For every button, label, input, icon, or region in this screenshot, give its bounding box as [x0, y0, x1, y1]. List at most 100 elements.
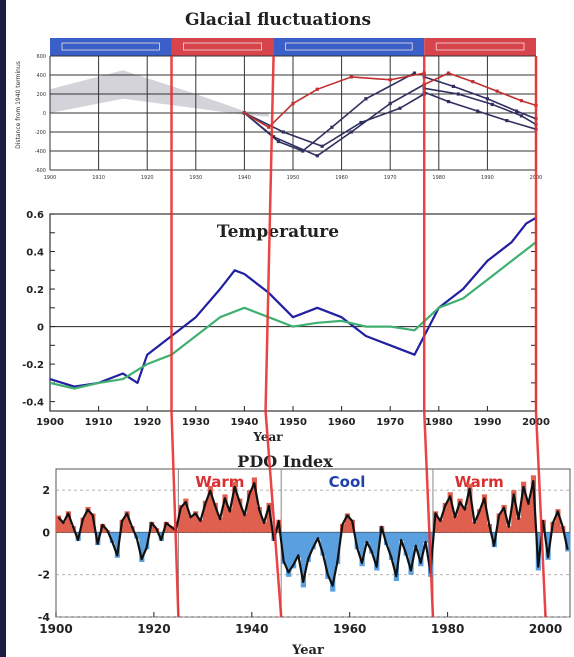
glacial-xtick-label-5: 1950 — [287, 175, 300, 181]
glacial-point-6-2 — [490, 102, 494, 107]
glacial-fluctuations-panel: Glacial fluctuations Distance from 1940 … — [15, 10, 542, 181]
pdo-bar-1940 — [251, 477, 258, 533]
glacial-ytick-label-0: 600 — [36, 54, 46, 60]
temperature-xtick-label-3: 1930 — [182, 417, 210, 428]
temperature-xtick-label-4: 1940 — [230, 417, 258, 428]
pdo-bar-1912 — [114, 532, 120, 558]
temperature-ytick-label-10: -0.4 — [22, 398, 44, 409]
glacial-xtick-label-1: 1910 — [92, 175, 105, 181]
pdo-regime-label-0: Warm — [195, 473, 244, 491]
pdo-bar-1974 — [418, 532, 424, 567]
glacial-ytick-label-3: 0 — [43, 111, 46, 117]
pdo-bar-1927 — [188, 515, 194, 533]
glacial-ytick-label-2: 200 — [36, 92, 46, 98]
glacial-xtick-label-6: 1960 — [335, 175, 348, 181]
pdo-regime-label-2: Warm — [455, 473, 504, 491]
temperature-ytick-label-6: 0 — [37, 323, 44, 334]
glacial-ytick-label-4: -200 — [35, 130, 46, 136]
pdo-bar-1901 — [60, 521, 67, 533]
pdo-bar-1990 — [496, 513, 502, 533]
pdo-bar-1954 — [320, 532, 326, 556]
pdo-bar-1969 — [393, 532, 399, 582]
pdo-bar-1918 — [144, 532, 150, 550]
glacial-point-3-2 — [291, 101, 295, 106]
glacial-point-2-4 — [398, 106, 402, 110]
glacial-point-2-2 — [320, 144, 324, 148]
pdo-bar-1955 — [325, 532, 331, 579]
pdo-bar-1996 — [525, 500, 532, 533]
temperature-ytick-label-8: -0.2 — [22, 360, 44, 371]
pdo-bar-1934 — [222, 494, 228, 533]
pdo-bar-1906 — [85, 507, 91, 533]
glacial-point-0-4 — [364, 97, 368, 101]
glacial-point-0-1 — [276, 139, 281, 144]
pdo-bar-1949 — [295, 532, 302, 558]
pdo-bar-1923 — [168, 526, 174, 533]
glacial-point-1-1 — [271, 135, 276, 139]
glacial-series-1 — [243, 83, 425, 157]
glacial-point-1-2 — [315, 154, 319, 158]
pdo-bar-1957 — [335, 532, 341, 565]
pdo-bar-1985 — [472, 521, 478, 533]
glacial-point-4-3 — [505, 119, 509, 123]
temperature-xtick-label-8: 1980 — [425, 417, 453, 428]
pdo-bar-1930 — [202, 500, 209, 533]
pdo-bar-1928 — [193, 511, 199, 533]
pdo-ytick-label-1: 0 — [42, 526, 50, 539]
pdo-bar-1935 — [227, 509, 233, 533]
pdo-bar-1975 — [423, 532, 429, 543]
glacial-point-3-1 — [267, 125, 271, 129]
pdo-bar-1947 — [286, 532, 292, 577]
regime-shift-line-1925 — [170, 56, 180, 618]
glacial-xtick-label-4: 1940 — [238, 175, 251, 181]
pdo-bar-1978 — [437, 519, 444, 533]
pdo-bar-1973 — [413, 532, 419, 548]
temperature-xtick-label-9: 1990 — [473, 417, 501, 428]
regime-shift-line-1946 — [264, 55, 283, 618]
glacial-phase-band-3 — [424, 38, 536, 56]
pdo-bar-1993 — [511, 490, 517, 533]
pdo-xtick-label-4: 1980 — [431, 622, 464, 636]
pdo-bar-2004 — [565, 532, 571, 552]
glacial-point-5-1 — [451, 84, 455, 88]
pdo-ytick-label-0: 2 — [42, 484, 50, 497]
pdo-bar-1948 — [290, 532, 297, 569]
pdo-bar-1991 — [501, 504, 507, 533]
pdo-xtick-label-3: 1960 — [333, 622, 366, 636]
glacial-point-5-3 — [514, 109, 519, 113]
glacial-title: Glacial fluctuations — [185, 10, 371, 30]
pdo-bar-1987 — [481, 494, 488, 533]
glacial-point-3-4 — [349, 75, 353, 79]
glacial-ytick-label-1: 400 — [36, 73, 46, 79]
glacial-xtick-label-3: 1930 — [189, 175, 202, 181]
pdo-bar-2002 — [555, 509, 561, 533]
glacial-point-3-3 — [315, 87, 319, 91]
pdo-bar-1914 — [124, 511, 130, 533]
temperature-ytick-label-2: 0.4 — [26, 248, 44, 259]
pdo-bar-1932 — [212, 502, 218, 533]
pdo-bar-1917 — [139, 532, 145, 563]
pdo-bar-1907 — [90, 513, 96, 533]
pdo-bar-1939 — [246, 490, 253, 533]
pdo-bar-1929 — [197, 519, 204, 533]
regime-shift-line-1977 — [422, 56, 435, 618]
pdo-bar-1943 — [266, 502, 272, 533]
pdo-xtick-label-5: 2000 — [529, 622, 562, 636]
pdo-bar-1980 — [447, 492, 453, 533]
pdo-bar-1950 — [300, 532, 306, 588]
glacial-ylabel: Distance from 1940 terminus — [15, 61, 22, 149]
pdo-bar-1933 — [217, 517, 223, 533]
pdo-xlabel: Year — [291, 643, 324, 657]
pdo-bar-1942 — [261, 521, 267, 533]
pdo-bar-1981 — [452, 515, 458, 533]
glacial-point-7-4 — [519, 99, 524, 103]
glacial-xtick-label-2: 1920 — [141, 175, 154, 181]
glacial-point-6-3 — [519, 114, 524, 118]
glacial-ytick-label-6: -600 — [35, 168, 46, 174]
pdo-monthly-trace — [57, 480, 569, 587]
temperature-xtick-label-0: 1900 — [36, 417, 64, 428]
pdo-bar-2000 — [545, 532, 551, 560]
temperature-xtick-label-5: 1950 — [279, 417, 307, 428]
